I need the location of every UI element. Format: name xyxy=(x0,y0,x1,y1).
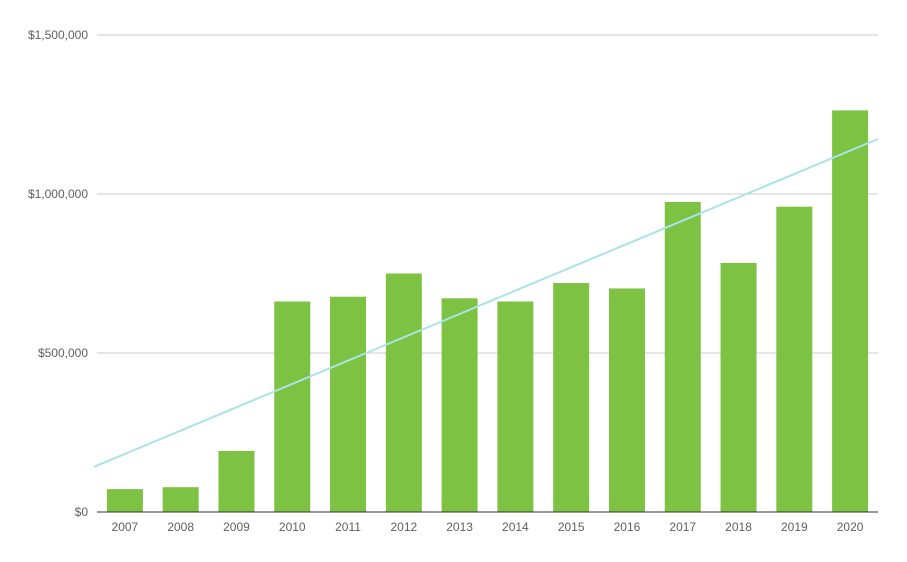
trendline xyxy=(93,138,879,468)
x-tick-label: 2009 xyxy=(223,520,250,534)
x-tick-label: 2007 xyxy=(112,520,139,534)
x-tick-label: 2008 xyxy=(167,520,194,534)
bar-2010 xyxy=(274,301,311,512)
bar-2011 xyxy=(330,296,367,512)
bar-2017 xyxy=(664,201,701,512)
x-tick-label: 2016 xyxy=(614,520,641,534)
y-tick-label: $500,000 xyxy=(38,346,88,360)
bar-2009 xyxy=(218,450,255,512)
bar-2007 xyxy=(106,489,143,512)
bar-2020 xyxy=(832,110,869,512)
x-tick-label: 2019 xyxy=(781,520,808,534)
y-tick-label: $1,000,000 xyxy=(28,187,88,201)
bar-2015 xyxy=(553,283,590,512)
trendline-layer xyxy=(93,138,879,468)
bar-2008 xyxy=(162,487,199,512)
x-tick-label: 2010 xyxy=(279,520,306,534)
x-tick-label: 2017 xyxy=(669,520,696,534)
bar-2016 xyxy=(608,288,645,512)
gridlines xyxy=(97,34,878,354)
x-tick-label: 2020 xyxy=(837,520,864,534)
x-tick-label: 2014 xyxy=(502,520,529,534)
x-tick-label: 2012 xyxy=(390,520,417,534)
x-tick-label: 2015 xyxy=(558,520,585,534)
bar-2014 xyxy=(497,301,534,512)
bar-2013 xyxy=(441,298,478,512)
bar-2019 xyxy=(776,206,813,512)
y-tick-label: $0 xyxy=(75,505,89,519)
y-tick-label: $1,500,000 xyxy=(28,28,88,42)
x-tick-label: 2018 xyxy=(725,520,752,534)
bars xyxy=(106,110,869,512)
x-axis-tick-labels: 2007 2008 2009 2010 2011 2012 2013 2014 2015 2016… xyxy=(112,520,864,534)
bar-2018 xyxy=(720,263,757,512)
bar-2012 xyxy=(385,273,422,512)
x-tick-label: 2013 xyxy=(446,520,473,534)
x-tick-label: 2011 xyxy=(335,520,361,534)
y-axis-tick-labels: $0 $500,000 $1,000,000 $1,500,000 xyxy=(28,28,88,519)
